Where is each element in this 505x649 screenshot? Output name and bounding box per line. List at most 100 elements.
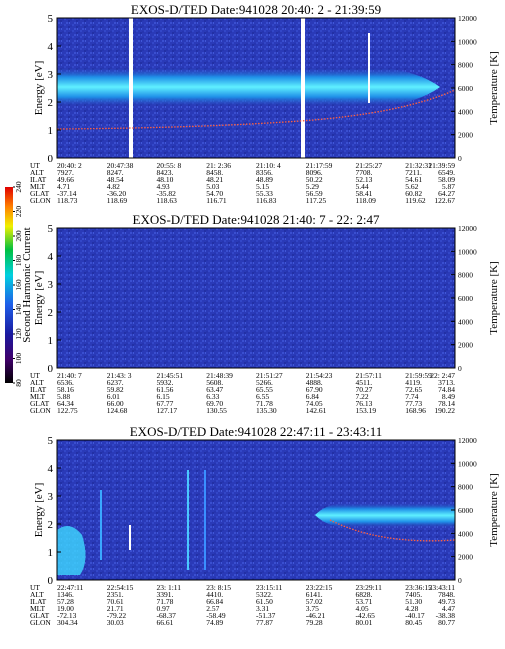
y2-tick-label: 0: [458, 154, 462, 163]
table-cell: 21:57:11: [356, 371, 383, 380]
table-cell: 72.65: [405, 385, 422, 394]
table-cell: 4888.: [306, 378, 323, 387]
table-cell: 70.61: [107, 597, 124, 606]
table-cell: 8096.: [306, 168, 323, 177]
table-cell: 5.88: [57, 392, 70, 401]
table-cell: 6.55: [256, 392, 269, 401]
table-cell: 23: 8:15: [206, 583, 231, 592]
table-cell: 21:43: 3: [107, 371, 132, 380]
table-cell: 7405.: [405, 590, 422, 599]
table-cell: 5.87: [442, 182, 455, 191]
table-cell: 6237.: [107, 378, 124, 387]
table-cell: 7708.: [356, 168, 373, 177]
table-cell: 61.56: [157, 385, 174, 394]
y-tick-label: 2: [48, 307, 54, 319]
table-cell: -42.65: [356, 611, 376, 620]
table-cell: 21.71: [107, 604, 124, 613]
colorbar-tick-label: 140: [14, 304, 23, 316]
y-tick-label: 2: [48, 519, 54, 531]
spectrogram-fill: [56, 18, 456, 158]
table-cell: 21:40: 7: [57, 371, 82, 380]
y2-tick-label: 10000: [458, 247, 477, 256]
table-cell: 3713.: [438, 378, 455, 387]
y2-tick-label: 6000: [458, 84, 473, 93]
table-cell: 48.89: [256, 175, 273, 184]
table-cell: 66.84: [206, 597, 223, 606]
table-cell: 19.00: [57, 604, 74, 613]
table-cell: 7927.: [57, 168, 74, 177]
table-cell: 3.75: [306, 604, 319, 613]
y2-tick-label: 8000: [458, 483, 473, 492]
y2-tick-label: 4000: [458, 317, 473, 326]
table-cell: 20:47:38: [107, 161, 134, 170]
table-cell: 55.33: [256, 189, 273, 198]
table-row-label: MLT: [30, 182, 46, 191]
table-cell: 5.15: [256, 182, 269, 191]
table-cell: 5.44: [356, 182, 369, 191]
table-cell: 21:51:27: [256, 371, 283, 380]
y-axis-label: Energy [eV]: [33, 61, 45, 115]
y2-tick-label: 2000: [458, 131, 473, 140]
table-cell: 58.16: [57, 385, 74, 394]
table-cell: 58.09: [438, 175, 455, 184]
table-cell: 69.70: [206, 399, 223, 408]
table-cell: 6549.: [438, 168, 455, 177]
y-tick-label: 0: [48, 575, 54, 587]
table-cell: 20:55: 8: [157, 161, 182, 170]
table-cell: 67.77: [157, 399, 174, 408]
table-cell: 66.61: [157, 618, 174, 627]
table-cell: 118.63: [157, 196, 178, 205]
table-row-label: MLT: [30, 604, 46, 613]
table-cell: 4.05: [356, 604, 369, 613]
table-cell: 6536.: [57, 378, 74, 387]
table-cell: 3.31: [256, 604, 269, 613]
colorbar-tick-label: 100: [14, 353, 23, 365]
table-cell: 66.00: [107, 399, 124, 408]
y-tick-label: 1: [48, 125, 54, 137]
table-cell: -35.82: [157, 189, 177, 198]
y-tick-label: 5: [48, 13, 54, 25]
colorbar-tick-label: 220: [14, 206, 23, 218]
y2-axis-label: Temperature [K]: [488, 473, 500, 546]
table-cell: 61.50: [256, 597, 273, 606]
table-cell: 67.90: [306, 385, 323, 394]
table-cell: 4.93: [157, 182, 170, 191]
y-tick-label: 3: [48, 491, 54, 503]
table-cell: 5932.: [157, 378, 174, 387]
table-cell: 21:25:27: [356, 161, 383, 170]
table-cell: 124.68: [107, 406, 128, 415]
table-cell: 23:15:11: [256, 583, 283, 592]
table-cell: 57.28: [57, 597, 74, 606]
table-cell: 21:17:59: [306, 161, 333, 170]
table-cell: 4.82: [107, 182, 120, 191]
table-cell: 23: 1:11: [157, 583, 182, 592]
table-cell: 7848.: [438, 590, 455, 599]
table-cell: 70.27: [356, 385, 373, 394]
y2-tick-label: 6000: [458, 506, 473, 515]
table-row-label: UT: [30, 161, 40, 170]
table-cell: 4119.: [405, 378, 422, 387]
table-cell: 122.67: [434, 196, 455, 205]
table-cell: 56.59: [306, 189, 323, 198]
table-cell: 304.34: [57, 618, 78, 627]
table-cell: 4.71: [57, 182, 70, 191]
table-cell: 7211.: [405, 168, 422, 177]
table-cell: 127.17: [157, 406, 178, 415]
table-cell: 5.29: [306, 182, 319, 191]
table-cell: 5.62: [405, 182, 418, 191]
table-cell: 74.84: [438, 385, 455, 394]
table-cell: 8247.: [107, 168, 124, 177]
table-cell: 64.27: [438, 189, 455, 198]
table-cell: 21:45:51: [157, 371, 184, 380]
table-cell: 2351.: [107, 590, 124, 599]
table-cell: 23:36:15: [405, 583, 432, 592]
table-cell: 23:43:11: [429, 583, 456, 592]
y-tick-label: 1: [48, 547, 54, 559]
table-cell: 23:22:15: [306, 583, 333, 592]
table-row-label: ALT: [30, 590, 44, 599]
table-cell: 74.89: [206, 618, 223, 627]
table-cell: 135.30: [256, 406, 277, 415]
colorbar-tick-label: 120: [14, 328, 23, 340]
table-cell: 71.78: [256, 399, 273, 408]
table-cell: 30.03: [107, 618, 124, 627]
